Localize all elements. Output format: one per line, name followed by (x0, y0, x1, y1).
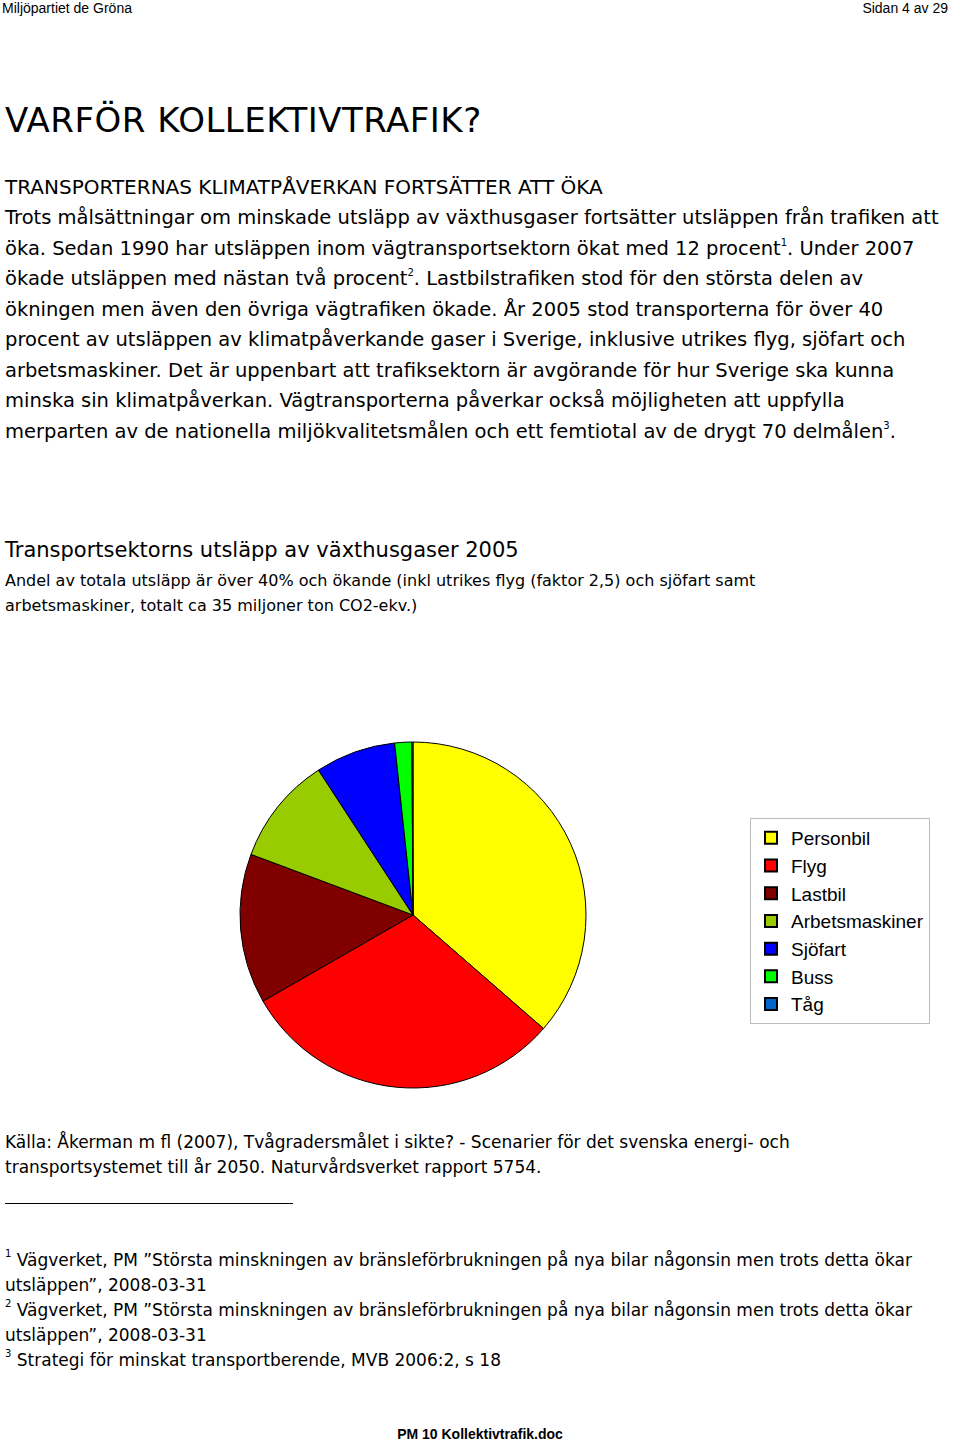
svg-text:Tåg: Tåg (791, 994, 824, 1015)
svg-text:Flyg: Flyg (791, 856, 827, 877)
html-text:Källa: Åkerman m fl (2007), Tv: Källa: Åkerman m fl (2007), Tvågradersmå… (5, 1132, 790, 1177)
html-text:2: 2 (407, 267, 414, 278)
svg-text:Arbetsmaskiner: Arbetsmaskiner (791, 911, 924, 932)
svg-text:Sjöfart: Sjöfart (791, 939, 847, 960)
svg-text:Personbil: Personbil (791, 828, 870, 849)
svg-text:Lastbil: Lastbil (791, 884, 846, 905)
html-text:PM 10 Kollektivtrafik.doc: PM 10 Kollektivtrafik.doc (397, 1426, 563, 1442)
html-text:. Lastbilstrafiken stod för de: . Lastbilstrafiken stod för den största … (5, 267, 906, 443)
html-text:Sidan 4 av 29: Sidan 4 av 29 (862, 0, 948, 16)
html-text:2Vägverket, PM ”Största minskn: 2Vägverket, PM ”Största minskningen av b… (5, 1298, 912, 1345)
html-text:3Strategi för minskat transpor: 3Strategi för minskat transportberende, … (5, 1348, 501, 1370)
svg-text:Buss: Buss (791, 967, 833, 988)
html-text:TRANSPORTERNAS KLIMATPÅVERKAN: TRANSPORTERNAS KLIMATPÅVERKAN FORTSÄTTER… (5, 175, 603, 199)
html-text:Andel av totala utsläpp är öve: Andel av totala utsläpp är över 40% och … (5, 571, 756, 615)
html-text:Miljöpartiet de Gröna: Miljöpartiet de Gröna (2, 0, 132, 16)
html-text:1Vägverket, PM ”Största minskn: 1Vägverket, PM ”Största minskningen av b… (5, 1248, 912, 1295)
html-text:Trots målsättningar om minskad: Trots målsättningar om minskade utsläpp … (5, 206, 939, 290)
html-text:VARFÖR KOLLEKTIVTRAFIK?: VARFÖR KOLLEKTIVTRAFIK? (5, 100, 482, 140)
html-text:Transportsektorns utsläpp av v: Transportsektorns utsläpp av växthusgase… (5, 538, 519, 562)
